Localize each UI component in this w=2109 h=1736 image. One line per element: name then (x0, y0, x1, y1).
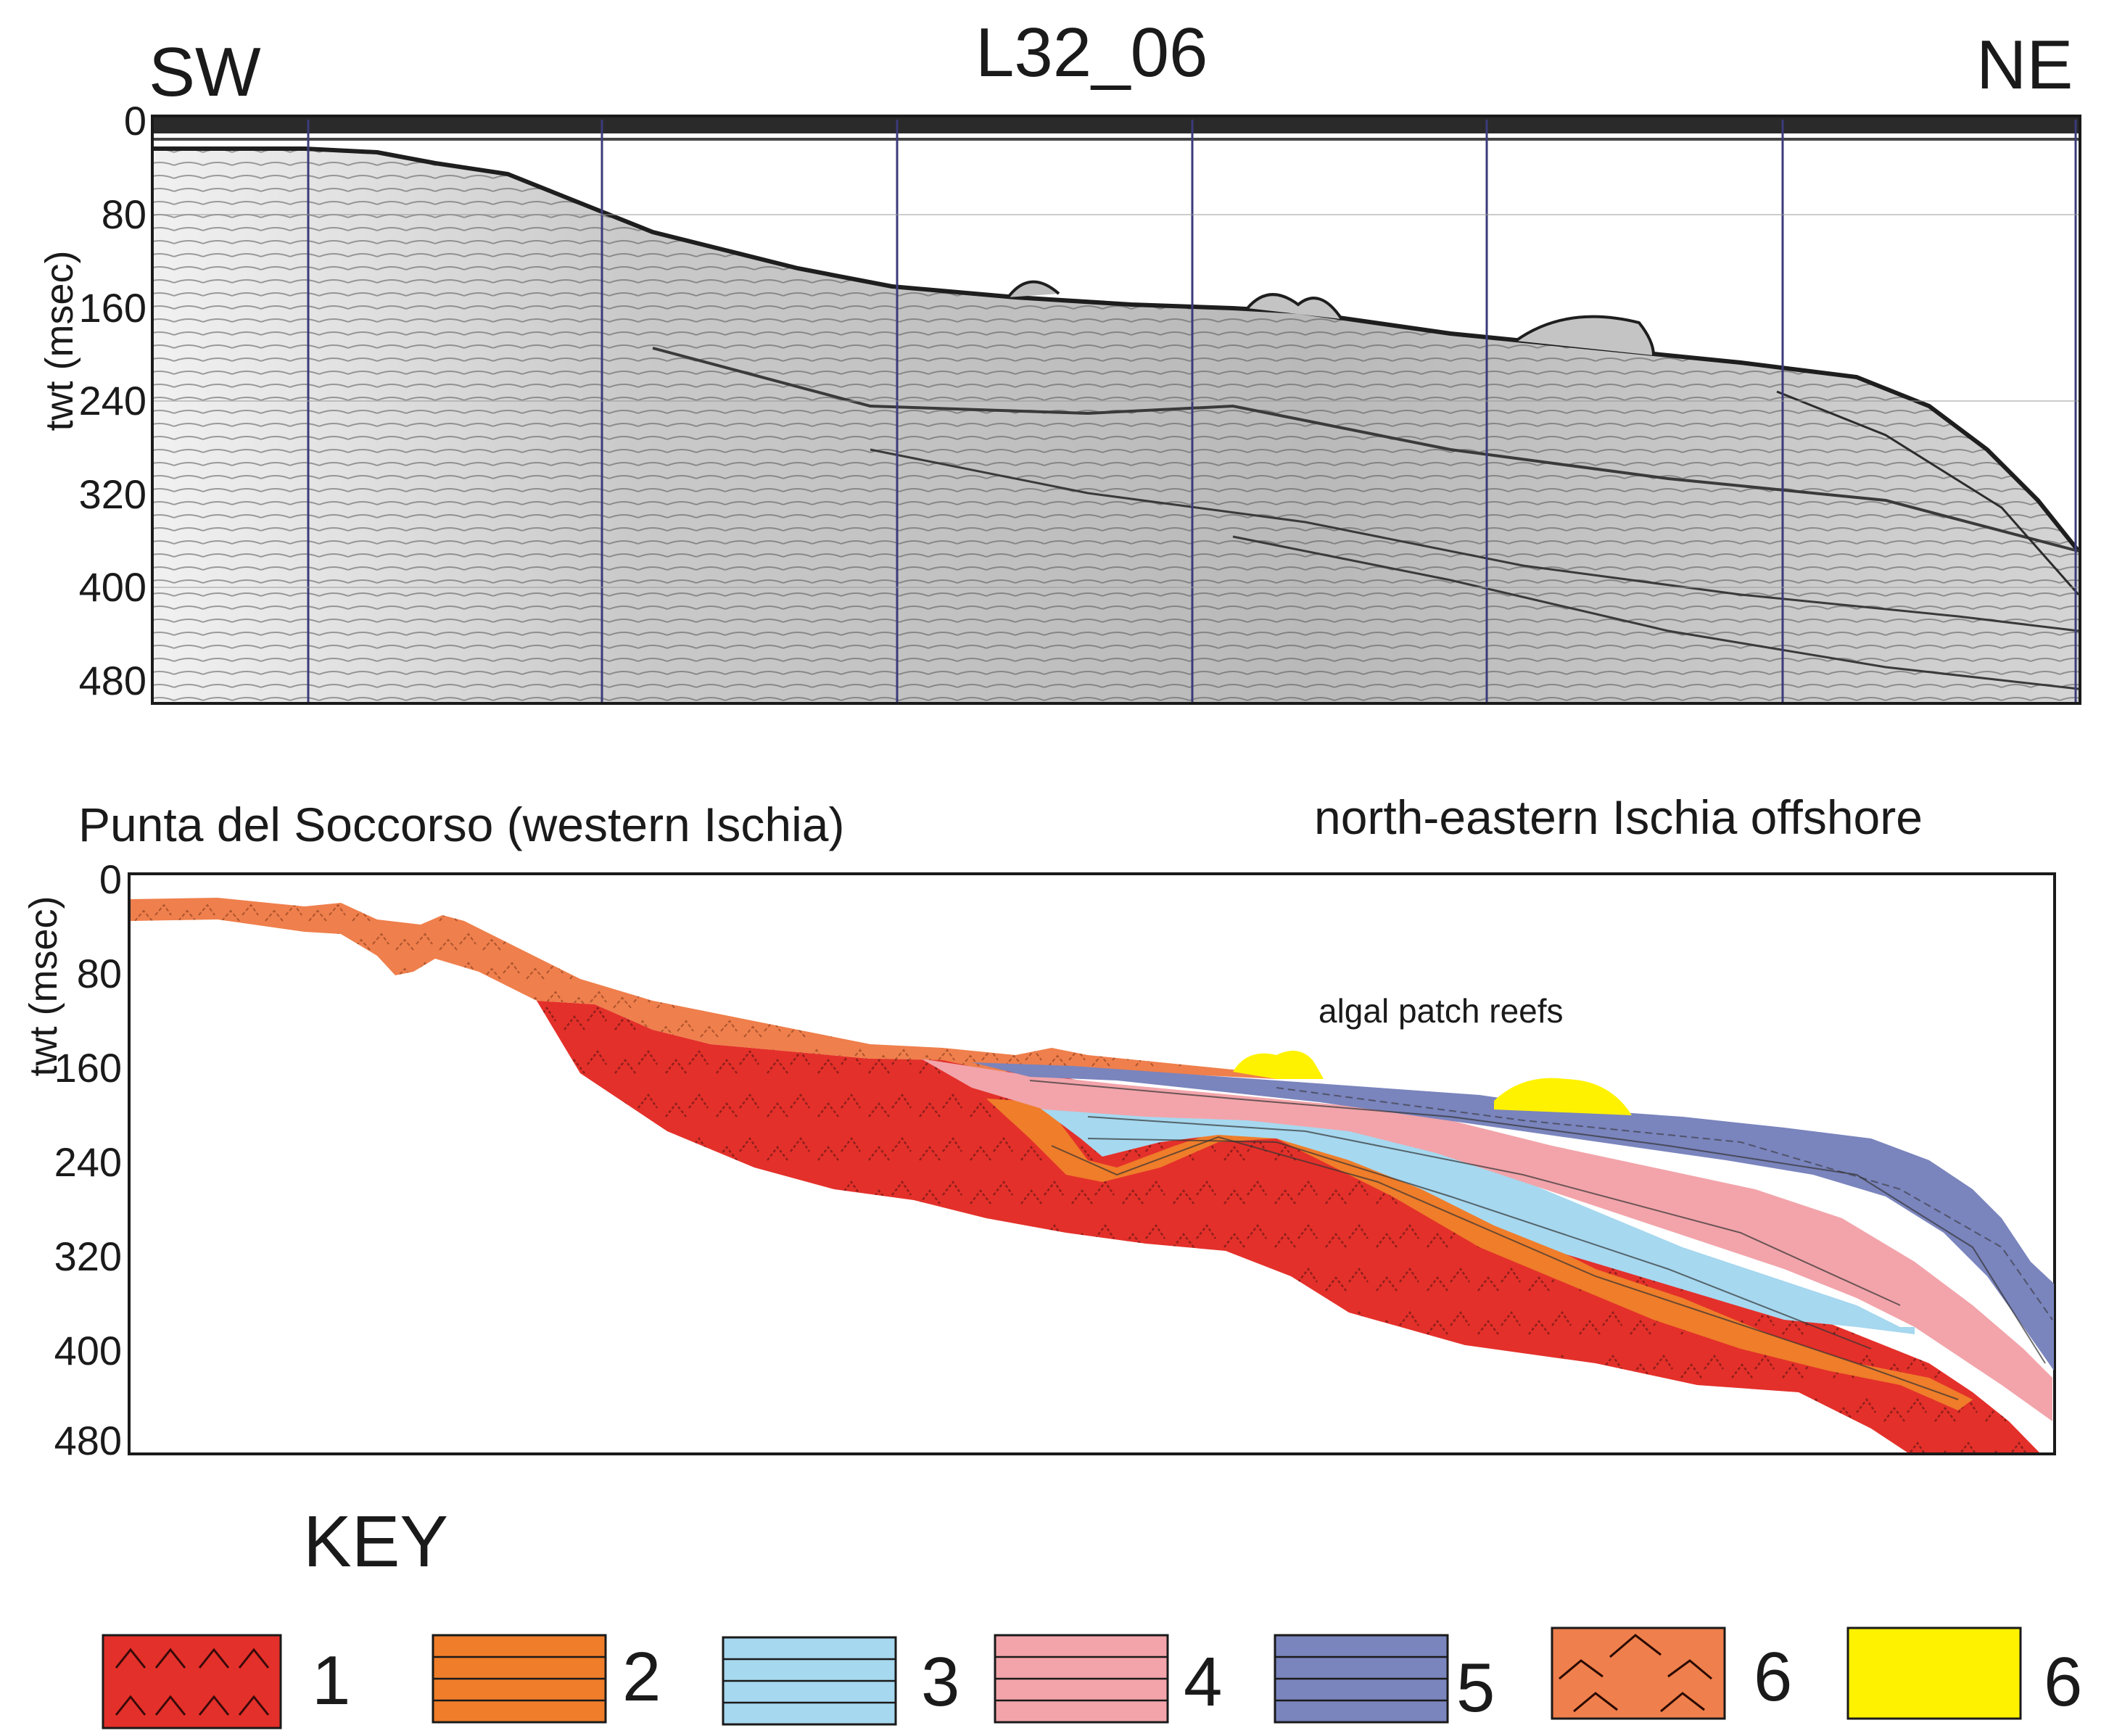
key-item-4: 4 (994, 1634, 1222, 1724)
key-number-6a: 6 (1754, 1638, 1792, 1716)
interp-tick-400: 400 (54, 1328, 122, 1373)
key-item-6a: 6 (1551, 1627, 1792, 1720)
layer-line-3 (1087, 1138, 1872, 1349)
internal-reflector-2 (870, 448, 2079, 632)
key-swatch-1-pattern (115, 1648, 270, 1716)
seismic-tick-160: 160 (79, 285, 146, 331)
unit-3-body (1037, 1106, 1915, 1334)
unit-5-body (972, 1062, 2054, 1371)
interp-tick-160: 160 (54, 1045, 122, 1091)
interp-tick-320: 320 (54, 1233, 122, 1279)
internal-reflector-3 (1232, 535, 2079, 690)
key-item-1: 1 (102, 1634, 350, 1729)
key-number-4: 4 (1184, 1643, 1222, 1721)
seismic-texture (154, 149, 2079, 702)
seismic-mound-3 (1514, 315, 1655, 356)
key-swatch-6b (1846, 1627, 2022, 1720)
algal-reef-1 (1233, 1050, 1324, 1079)
seismic-tick-240: 240 (79, 378, 146, 423)
direction-label-sw: SW (149, 33, 261, 111)
key-swatch-4-lines (995, 1656, 1168, 1702)
internal-reflector-4 (1776, 390, 2080, 595)
key-number-5: 5 (1456, 1649, 1495, 1727)
interpretation-axis-title: twt (msec) (22, 896, 65, 1077)
seismic-tick-480: 480 (79, 658, 146, 703)
key-swatch-5-lines (1275, 1656, 1448, 1702)
internal-reflector-1 (652, 347, 2079, 553)
key-number-2: 2 (622, 1638, 661, 1716)
key-item-2: 2 (432, 1634, 661, 1724)
unit-2-body (986, 1099, 1973, 1410)
seismic-mound-2 (1246, 293, 1343, 321)
key-item-5: 5 (1274, 1634, 1495, 1727)
interp-tick-240: 240 (54, 1139, 122, 1185)
seafloor-reflector (154, 146, 2081, 553)
left-location-label: Punta del Soccorso (western Ischia) (78, 798, 844, 851)
key-item-3: 3 (722, 1636, 959, 1726)
seismic-tick-320: 320 (79, 471, 146, 517)
seismic-panel (151, 115, 2081, 705)
key-legend: 1 2 3 4 5 6 (102, 1627, 2082, 1729)
key-number-3: 3 (921, 1643, 959, 1721)
right-location-label: north-eastern Ischia offshore (1314, 790, 1923, 844)
layer-line-5 (1276, 1087, 2053, 1320)
algal-reef-annotation: algal patch reefs (1318, 992, 1564, 1030)
key-swatch-3-lines (723, 1658, 896, 1704)
unit-4-body (921, 1059, 2052, 1421)
key-swatch-6a-pattern (1559, 1634, 1712, 1713)
interpretation-y-axis: twt (msec) 0 80 160 240 320 400 480 (22, 856, 122, 1463)
interp-tick-80: 80 (77, 951, 122, 996)
seismic-axis-title: twt (msec) (38, 251, 81, 431)
key-number-1: 1 (312, 1642, 350, 1719)
seismic-mound-1 (1007, 280, 1060, 299)
layer-line-4 (1051, 1136, 1959, 1400)
seismic-tick-0: 0 (124, 98, 146, 144)
seismic-tick-400: 400 (79, 564, 146, 610)
unit-1-pattern (537, 1001, 2039, 1452)
key-item-6b: 6 (1846, 1627, 2082, 1721)
interp-tick-0: 0 (99, 856, 122, 902)
direction-label-ne: NE (1976, 26, 2073, 104)
layer-line-1 (1029, 1080, 2046, 1364)
interpretation-panel: algal patch reefs (128, 872, 2056, 1455)
interp-tick-480: 480 (54, 1418, 122, 1463)
algal-reef-2 (1494, 1078, 1632, 1115)
seismic-y-axis: twt (msec) 0 80 160 240 320 400 480 (38, 98, 146, 703)
seismic-tick-80: 80 (102, 191, 146, 237)
seismic-header-band (154, 117, 2079, 133)
line-title: L32_06 (975, 14, 1208, 91)
unit-6-pattern (131, 898, 1276, 1079)
key-swatch-2-lines (433, 1656, 606, 1702)
key-number-6b: 6 (2044, 1643, 2082, 1721)
layer-line-2 (1087, 1116, 1901, 1306)
key-title: KEY (303, 1501, 448, 1582)
